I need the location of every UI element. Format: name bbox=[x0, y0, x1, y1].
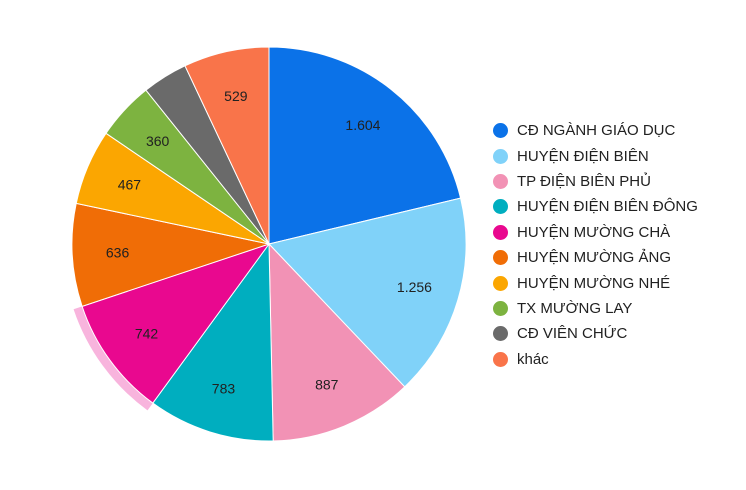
legend-swatch bbox=[493, 250, 508, 266]
legend-label: HUYỆN MƯỜNG ẢNG bbox=[517, 249, 672, 267]
slice-value-label: 1.604 bbox=[345, 117, 380, 133]
slice-value-label: 636 bbox=[106, 245, 130, 261]
slice-2[interactable] bbox=[268, 242, 406, 442]
legend-item[interactable]: HUYỆN MƯỜNG ẢNG bbox=[493, 245, 743, 270]
slice-value-label: 529 bbox=[224, 88, 248, 104]
legend-label: TP ĐIỆN BIÊN PHỦ bbox=[517, 172, 651, 190]
legend-label: CĐ NGÀNH GIÁO DỤC bbox=[517, 122, 676, 140]
legend-item[interactable]: khác bbox=[493, 347, 743, 372]
legend-label: CĐ VIÊN CHỨC bbox=[517, 325, 628, 343]
legend-item[interactable]: HUYỆN ĐIỆN BIÊN bbox=[493, 143, 743, 168]
slices-layer bbox=[71, 46, 467, 442]
legend-item[interactable]: TX MƯỜNG LAY bbox=[493, 296, 743, 321]
legend: CĐ NGÀNH GIÁO DỤC HUYỆN ĐIỆN BIÊN TP ĐIỆN … bbox=[493, 118, 743, 372]
legend-swatch bbox=[493, 199, 508, 215]
legend-item[interactable]: HUYỆN MƯỜNG NHÉ bbox=[493, 270, 743, 295]
slice-value-label: 1.256 bbox=[397, 279, 432, 295]
legend-swatch bbox=[493, 275, 508, 291]
legend-label: HUYỆN MƯỜNG CHÀ bbox=[517, 223, 671, 241]
legend-swatch bbox=[493, 351, 508, 367]
legend-item[interactable]: HUYỆN ĐIỆN BIÊN ĐÔNG bbox=[493, 194, 743, 219]
slice-value-label: 467 bbox=[118, 177, 142, 193]
legend-swatch bbox=[493, 224, 508, 240]
legend-swatch bbox=[493, 123, 508, 139]
legend-label: HUYỆN ĐIỆN BIÊN ĐÔNG bbox=[517, 198, 698, 216]
slice-1[interactable] bbox=[268, 197, 467, 388]
slice-9[interactable] bbox=[184, 46, 270, 245]
legend-label: HUYỆN ĐIỆN BIÊN bbox=[517, 147, 649, 165]
legend-item[interactable]: HUYỆN MƯỜNG CHÀ bbox=[493, 220, 743, 245]
legend-label: TX MƯỜNG LAY bbox=[517, 299, 633, 317]
slice-5[interactable] bbox=[71, 202, 271, 307]
labels-layer: 1.604 1.256 887 783 742 636 467 360 529 bbox=[106, 88, 432, 397]
legend-swatch bbox=[493, 300, 508, 316]
legend-label: HUYỆN MƯỜNG NHÉ bbox=[517, 274, 671, 292]
legend-item[interactable]: CĐ NGÀNH GIÁO DỤC bbox=[493, 118, 743, 143]
slice-3[interactable] bbox=[152, 242, 274, 442]
legend-swatch bbox=[493, 326, 508, 342]
slice-value-label: 742 bbox=[135, 325, 159, 341]
legend-item[interactable]: CĐ VIÊN CHỨC bbox=[493, 321, 743, 346]
slice-value-label: 887 bbox=[315, 376, 339, 392]
slice-value-label: 783 bbox=[212, 381, 236, 397]
legend-swatch bbox=[493, 148, 508, 164]
legend-item[interactable]: TP ĐIỆN BIÊN PHỦ bbox=[493, 169, 743, 194]
slice-value-label: 360 bbox=[146, 133, 170, 149]
legend-swatch bbox=[493, 173, 508, 189]
legend-label: khác bbox=[517, 350, 549, 368]
slice-0[interactable] bbox=[268, 46, 462, 245]
slice-4[interactable] bbox=[81, 243, 271, 404]
